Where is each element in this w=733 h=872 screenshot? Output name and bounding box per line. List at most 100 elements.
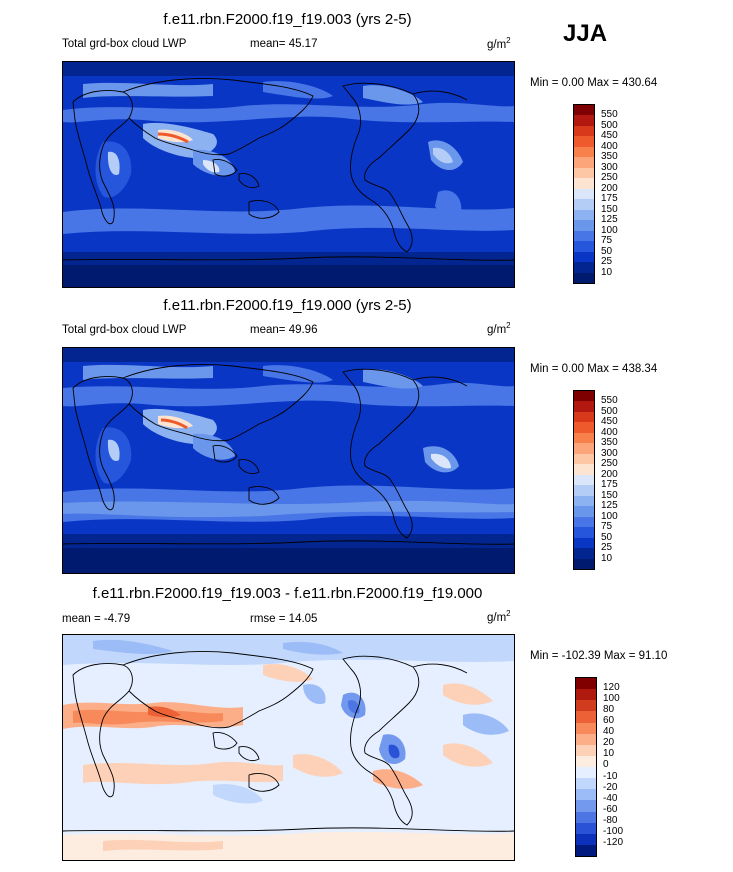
colorbar-swatch bbox=[574, 443, 594, 454]
colorbar-swatch bbox=[576, 822, 596, 834]
colorbar-swatch bbox=[576, 700, 596, 712]
colorbar-label: 50 bbox=[601, 532, 613, 543]
colorbar-swatch bbox=[574, 464, 594, 475]
panel-3-colorbar bbox=[575, 677, 597, 857]
colorbar-label: 125 bbox=[601, 214, 618, 225]
colorbar-swatch bbox=[574, 537, 594, 549]
colorbar-swatch bbox=[574, 230, 594, 242]
colorbar-swatch bbox=[576, 833, 596, 845]
colorbar-label: 10 bbox=[601, 553, 613, 564]
panel-2-variable-label: Total grd-box cloud LWP bbox=[62, 324, 187, 336]
colorbar-swatch bbox=[574, 527, 594, 538]
panel-3-minmax: Min = -102.39 Max = 91.10 bbox=[530, 650, 668, 662]
colorbar-label: 25 bbox=[601, 542, 613, 553]
colorbar-label: 100 bbox=[603, 693, 620, 704]
colorbar-label: 80 bbox=[603, 704, 615, 715]
panel-2-units: g/m2 bbox=[487, 321, 511, 336]
colorbar-label: 150 bbox=[601, 204, 618, 215]
colorbar-label: 20 bbox=[603, 737, 615, 748]
colorbar-swatch bbox=[576, 744, 596, 756]
colorbar-label: 120 bbox=[603, 682, 620, 693]
panel-2-title: f.e11.rbn.F2000.f19_f19.000 (yrs 2-5) bbox=[163, 297, 412, 314]
colorbar-swatch bbox=[574, 411, 594, 423]
panel-1-minmax: Min = 0.00 Max = 430.64 bbox=[530, 77, 658, 89]
panel-1-stat: mean= 45.17 bbox=[250, 38, 317, 50]
colorbar-swatch bbox=[576, 767, 596, 779]
colorbar-label: 150 bbox=[601, 490, 618, 501]
colorbar-label: 0 bbox=[603, 759, 609, 770]
colorbar-swatch bbox=[574, 241, 594, 252]
colorbar-swatch bbox=[574, 516, 594, 528]
colorbar-label: 100 bbox=[601, 225, 618, 236]
colorbar-swatch bbox=[574, 262, 594, 273]
colorbar-label: 300 bbox=[601, 448, 618, 459]
colorbar-label: 200 bbox=[601, 469, 618, 480]
colorbar-label: 550 bbox=[601, 395, 618, 406]
panel-2-stat-value: 49.96 bbox=[288, 324, 318, 336]
colorbar-label: 175 bbox=[601, 479, 618, 490]
colorbar-swatch bbox=[576, 733, 596, 745]
panel-3-title: f.e11.rbn.F2000.f19_f19.003 - f.e11.rbn.… bbox=[92, 585, 483, 602]
colorbar-label: 200 bbox=[601, 183, 618, 194]
panel-1-variable-label: Total grd-box cloud LWP bbox=[62, 38, 187, 50]
colorbar-label: 300 bbox=[601, 162, 618, 173]
colorbar-swatch bbox=[574, 146, 594, 158]
colorbar-label: -40 bbox=[603, 793, 618, 804]
colorbar-swatch bbox=[576, 755, 596, 767]
colorbar-label: 100 bbox=[601, 511, 618, 522]
panel-1-stat-label: mean= bbox=[250, 38, 286, 50]
colorbar-swatch bbox=[574, 495, 594, 507]
colorbar-label: 25 bbox=[601, 256, 613, 267]
colorbar-label: 400 bbox=[601, 141, 618, 152]
panel-1-units: g/m2 bbox=[487, 36, 511, 51]
colorbar-swatch bbox=[574, 432, 594, 444]
colorbar-swatch bbox=[576, 689, 596, 701]
panel-3-stat: rmse = 14.05 bbox=[250, 613, 317, 625]
colorbar-label: 500 bbox=[601, 120, 618, 131]
colorbar-swatch bbox=[576, 778, 596, 790]
colorbar-label: 250 bbox=[601, 172, 618, 183]
colorbar-swatch bbox=[574, 220, 594, 231]
colorbar-label: 10 bbox=[601, 267, 613, 278]
colorbar-label: 175 bbox=[601, 193, 618, 204]
season-label: JJA bbox=[563, 20, 608, 47]
colorbar-label: 550 bbox=[601, 109, 618, 120]
colorbar-label: 400 bbox=[601, 427, 618, 438]
colorbar-swatch bbox=[574, 391, 594, 402]
colorbar-swatch bbox=[574, 453, 594, 465]
colorbar-swatch bbox=[574, 199, 594, 210]
colorbar-swatch bbox=[574, 474, 594, 486]
colorbar-label: -80 bbox=[603, 815, 618, 826]
colorbar-label: -60 bbox=[603, 804, 618, 815]
colorbar-label: -100 bbox=[603, 826, 624, 837]
colorbar-swatch bbox=[574, 401, 594, 412]
panel-3-stat-value: 14.05 bbox=[288, 613, 318, 625]
colorbar-label: -120 bbox=[603, 837, 624, 848]
panel-2-map-svg bbox=[63, 348, 514, 573]
colorbar-swatch bbox=[574, 209, 594, 221]
colorbar-swatch bbox=[574, 422, 594, 433]
panel-2-colorbar bbox=[573, 390, 595, 570]
colorbar-swatch bbox=[576, 789, 596, 801]
colorbar-swatch bbox=[574, 272, 594, 283]
colorbar-swatch bbox=[574, 188, 594, 200]
colorbar-swatch bbox=[574, 125, 594, 137]
colorbar-swatch bbox=[574, 251, 594, 263]
panel-1-title: f.e11.rbn.F2000.f19_f19.003 (yrs 2-5) bbox=[163, 11, 412, 28]
colorbar-swatch bbox=[574, 157, 594, 168]
colorbar-swatch bbox=[574, 167, 594, 179]
colorbar-swatch bbox=[576, 711, 596, 723]
colorbar-label: 10 bbox=[603, 748, 615, 759]
colorbar-label: 40 bbox=[603, 726, 615, 737]
colorbar-swatch bbox=[576, 678, 596, 690]
colorbar-label: 75 bbox=[601, 235, 613, 246]
panel-3-stat-label: rmse = bbox=[250, 613, 286, 625]
panel-1-colorbar bbox=[573, 104, 595, 284]
colorbar-swatch bbox=[574, 178, 594, 189]
colorbar-label: 450 bbox=[601, 416, 618, 427]
colorbar-label: 60 bbox=[603, 715, 615, 726]
colorbar-swatch bbox=[576, 811, 596, 823]
colorbar-label: 250 bbox=[601, 458, 618, 469]
colorbar-swatch bbox=[576, 722, 596, 734]
panel-1-stat-value: 45.17 bbox=[288, 38, 318, 50]
